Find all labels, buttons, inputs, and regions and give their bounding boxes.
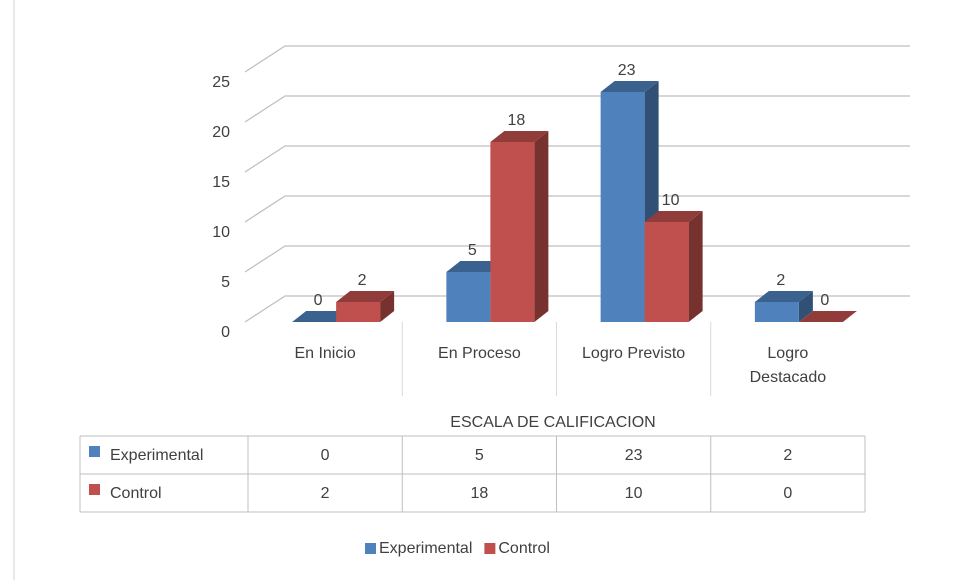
data-label: 10 [662,192,680,209]
bar [490,131,549,322]
grid-line [244,245,910,273]
bar-face [754,291,813,302]
bar-face [292,311,351,322]
bar [798,311,857,322]
data-label: 0 [314,292,323,309]
data-label: 2 [776,272,785,289]
table-cell: 5 [475,447,484,464]
bar [644,211,703,322]
data-label: 18 [507,112,525,129]
table-row-label: Experimental [110,447,203,464]
data-label: 0 [820,292,829,309]
bar-face [380,291,395,322]
bar-face [446,261,505,272]
data-label: 2 [358,272,367,289]
bar-face [446,272,491,322]
bar-face [644,222,689,322]
legend-key [89,484,100,495]
x-tick-label: En Proceso [438,345,521,362]
bar-face [798,311,857,322]
table-row-label: Control [110,485,162,502]
bar-face [644,211,703,222]
table-cell: 18 [470,485,488,502]
bar-face [534,131,549,322]
legend-label: Experimental [379,540,472,557]
table-cell: 23 [625,447,643,464]
bar [292,311,351,322]
table-cell: 0 [783,485,792,502]
y-tick-label: 25 [212,74,230,91]
legend-key [89,446,100,457]
table-cell: 2 [783,447,792,464]
grid-line [244,145,910,173]
bar-face [754,302,799,322]
x-tick-label: Logro Previsto [582,345,686,362]
legend-key [484,543,496,554]
bar-face [688,211,703,322]
bar-face [490,131,549,142]
bar-face [336,302,381,322]
grid-line [244,195,910,223]
grid-line [244,45,910,73]
table-cell: 10 [625,485,643,502]
y-tick-label: 0 [221,324,230,341]
data-label: 5 [468,242,477,259]
x-axis-title: ESCALA DE CALIFICACION [450,414,655,431]
table-cell: 2 [321,485,330,502]
bar-face [600,81,659,92]
x-tick-label: En Inicio [294,345,356,362]
data-label: 23 [618,62,636,79]
y-tick-label: 5 [221,274,230,291]
table-cell: 0 [321,447,330,464]
y-tick-label: 15 [212,174,230,191]
y-tick-label: 10 [212,224,230,241]
legend-label: Control [498,540,550,557]
bar-face [490,142,535,322]
bar-face [336,291,395,302]
bar [754,291,813,322]
legend-key [365,543,376,554]
bar-face [600,92,645,322]
y-tick-label: 20 [212,124,230,141]
grid-line [244,95,910,123]
bar [336,291,395,322]
bar-face [798,291,813,322]
x-tick-label: Logro Destacado [749,345,827,386]
